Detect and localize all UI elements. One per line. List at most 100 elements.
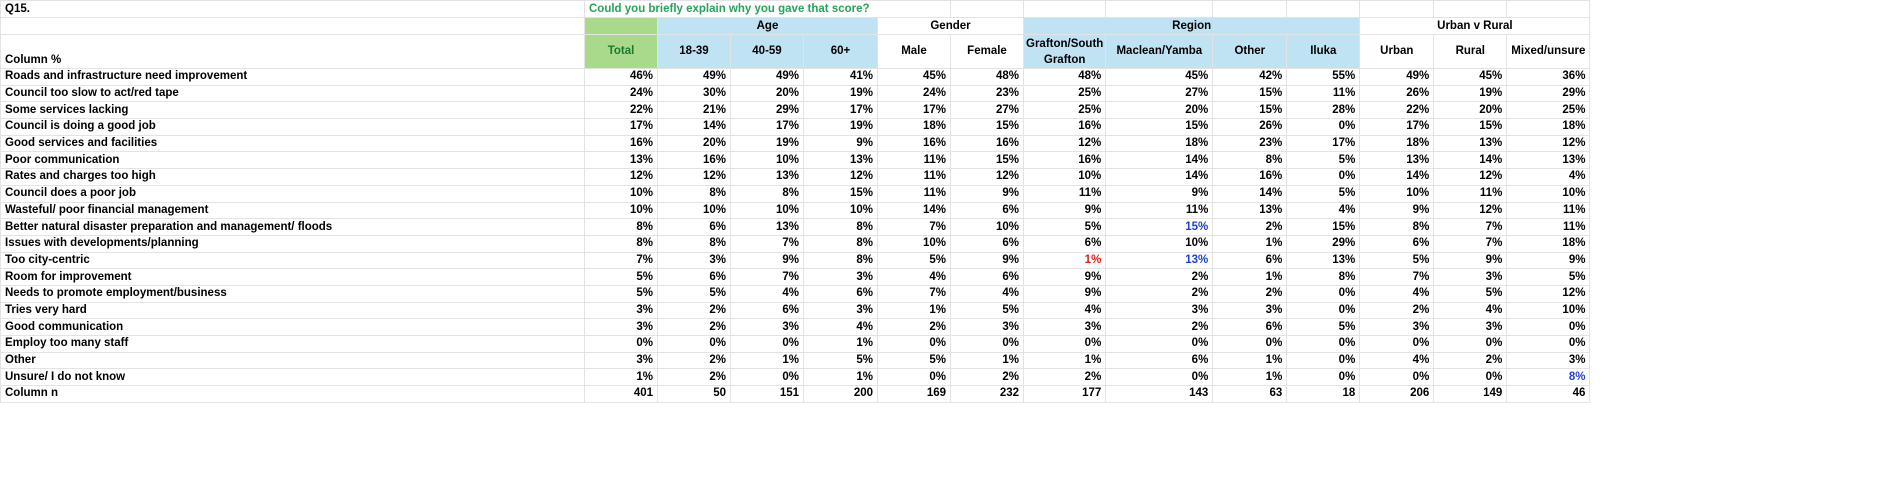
table-cell: 13%: [730, 168, 804, 186]
table-cell: 9%: [1022, 284, 1107, 303]
table-cell: 9%: [1022, 201, 1107, 220]
table-cell: 12%: [950, 168, 1024, 186]
table-cell: 5%: [1286, 151, 1361, 170]
table-cell: 3%: [1433, 268, 1508, 286]
table-cell: 8%: [730, 184, 804, 203]
table-cell: 19%: [803, 84, 878, 103]
table-cell: 12%: [657, 168, 731, 186]
table-cell: 27%: [950, 101, 1024, 120]
table-cell: 2%: [1105, 284, 1214, 303]
table-cell: 9%: [950, 184, 1024, 203]
row-label: Roads and infrastructure need improvemen…: [0, 68, 585, 86]
table-cell: 200: [803, 385, 878, 403]
table-cell: 28%: [1286, 101, 1361, 120]
table-cell: 13%: [1105, 251, 1214, 270]
table-cell: 49%: [1359, 68, 1435, 86]
table-cell: 18%: [1506, 234, 1591, 253]
table-cell: 2%: [657, 318, 731, 336]
table-cell: 46: [1506, 385, 1591, 403]
table-cell: 2%: [950, 368, 1024, 387]
row-label: Good communication: [0, 318, 585, 336]
table-cell: 16%: [584, 134, 658, 153]
row-label: Poor communication: [0, 151, 585, 170]
table-cell: 10%: [1506, 301, 1591, 320]
row-label: Council too slow to act/red tape: [0, 84, 585, 103]
table-cell: 12%: [1506, 284, 1591, 303]
col-header-60-plus: 60+: [803, 34, 878, 69]
table-cell: 6%: [1359, 234, 1435, 253]
table-cell: 0%: [1286, 368, 1361, 387]
col-header-male: Male: [877, 34, 951, 69]
table-cell: 10%: [584, 184, 658, 203]
table-cell: 0%: [657, 335, 731, 353]
table-row: Council does a poor job 10% 8% 8% 15% 11% 9% 11…: [0, 184, 1591, 203]
row-label: Room for improvement: [0, 268, 585, 286]
table-cell: 0%: [1286, 351, 1361, 370]
table-cell: 6%: [657, 218, 731, 236]
table-cell: 45%: [1105, 68, 1214, 86]
table-row: Room for improvement 5% 6% 7% 3% 4% 6% 9% 2% 1% 8%…: [0, 268, 1591, 286]
col-header-urban: Urban: [1359, 34, 1435, 69]
row-label: Council does a poor job: [0, 184, 585, 203]
table-cell: 20%: [730, 84, 804, 103]
table-cell: 11%: [1286, 84, 1361, 103]
table-cell: 14%: [1433, 151, 1508, 170]
table-cell: 3%: [803, 268, 878, 286]
table-cell: 29%: [1286, 234, 1361, 253]
table-cell: 0%: [1359, 335, 1435, 353]
table-cell: 3%: [584, 318, 658, 336]
table-cell: 0%: [1022, 335, 1107, 353]
table-cell: 13%: [1506, 151, 1591, 170]
table-cell: 10%: [730, 201, 804, 220]
table-cell: 1%: [1212, 234, 1288, 253]
table-cell: 2%: [1359, 301, 1435, 320]
table-cell: 206: [1359, 385, 1435, 403]
group-header-region: Region: [1022, 17, 1361, 35]
table-cell: 27%: [1105, 84, 1214, 103]
table-cell: 25%: [1022, 84, 1107, 103]
table-cell: 45%: [877, 68, 951, 86]
table-cell: 3%: [657, 251, 731, 270]
table-cell: 2%: [657, 351, 731, 370]
table-cell: 6%: [1022, 234, 1107, 253]
table-cell: 2%: [657, 368, 731, 387]
table-cell: 8%: [1286, 268, 1361, 286]
table-cell: 10%: [1359, 184, 1435, 203]
row-label: Unsure/ I do not know: [0, 368, 585, 387]
table-cell: 3%: [803, 301, 878, 320]
group-header-urban-rural: Urban v Rural: [1359, 17, 1591, 35]
table-cell: 6%: [730, 301, 804, 320]
row-label: Wasteful/ poor financial management: [0, 201, 585, 220]
row-label: Good services and facilities: [0, 134, 585, 153]
table-cell: 9%: [803, 134, 878, 153]
table-cell: 17%: [730, 118, 804, 136]
col-header-iluka: Iluka: [1286, 34, 1361, 69]
table-cell: 0%: [1359, 368, 1435, 387]
table-row: Needs to promote employment/business 5% 5%…: [0, 284, 1591, 303]
table-cell: 1%: [803, 335, 878, 353]
table-cell: 2%: [1105, 318, 1214, 336]
table-cell: 2%: [657, 301, 731, 320]
table-cell: 6%: [1212, 318, 1288, 336]
table-cell: 41%: [803, 68, 878, 86]
table-cell: 13%: [803, 151, 878, 170]
table-cell: 3%: [730, 318, 804, 336]
table-cell: 149: [1433, 385, 1508, 403]
table-cell: 8%: [1212, 151, 1288, 170]
table-cell: 0%: [1433, 335, 1508, 353]
table-cell: 13%: [1359, 151, 1435, 170]
table-cell: 14%: [1212, 184, 1288, 203]
col-header-grafton: Grafton/South Grafton: [1022, 34, 1107, 69]
table-cell: 16%: [950, 134, 1024, 153]
table-cell: 8%: [803, 234, 878, 253]
group-header-gender: Gender: [877, 17, 1024, 35]
table-cell: 15%: [950, 118, 1024, 136]
table-cell: 18%: [1506, 118, 1591, 136]
table-cell: 0%: [1212, 335, 1288, 353]
table-cell: 0%: [730, 335, 804, 353]
table-cell: 13%: [584, 151, 658, 170]
table-cell: 8%: [1506, 368, 1591, 387]
table-cell: 2%: [1105, 268, 1214, 286]
table-row: Rates and charges too high 12% 12% 13% 12% 11…: [0, 168, 1591, 186]
